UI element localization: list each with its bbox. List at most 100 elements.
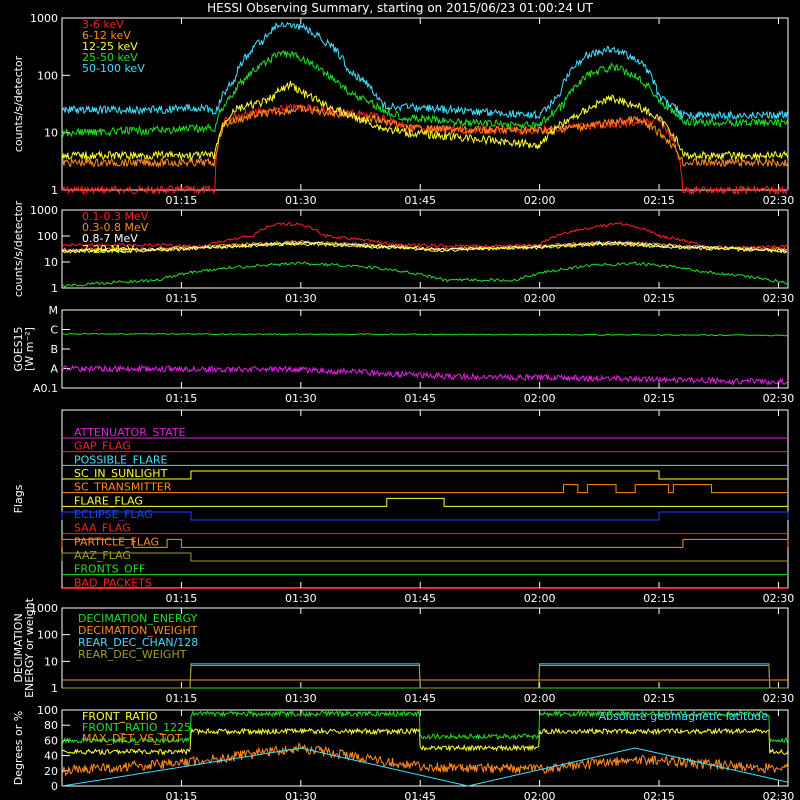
time-tick-label: 02:00 [524,790,556,800]
series-line [62,663,788,689]
time-tick-label: 02:15 [643,392,675,405]
time-tick-label: 01:30 [285,692,317,705]
legend-entry: 25-50 keV [82,51,138,64]
y-tick-label: B [50,343,58,356]
time-tick-label: 01:45 [404,194,436,207]
time-tick-label: 01:45 [404,392,436,405]
y-tick-label: 0 [51,780,58,793]
legend-entry: 0.1-0.3 MeV [82,210,149,223]
y-tick-label: 40 [44,750,58,763]
time-tick-label: 02:15 [643,194,675,207]
y-tick-label: C [50,324,58,337]
legend-entry: MAX_DET_VS_TOT [82,732,182,745]
time-tick-label: 01:15 [166,592,198,605]
y-tick-label: 60 [44,734,58,747]
ratios-panel: 01:15 01:30 01:45 02:00 02:15 02:30 Degrees or… [12,704,794,800]
y-tick-label: 1000 [30,204,58,217]
goes-frame [61,309,789,389]
gamma-frame [61,209,789,289]
series-line [61,747,789,787]
time-tick-label: 01:30 [285,292,317,305]
time-tick-label: 02:15 [643,692,675,705]
flag-label: BAD_PACKETS [74,576,152,589]
y-tick-label: 1 [51,282,58,295]
goes-ylabel: GOES15 [12,326,25,371]
flag-label: FRONTS_OFF [74,563,145,576]
legend-entry: REAR_DEC_CHAN/128 [78,636,198,649]
series-line [61,709,789,745]
time-tick-label: 01:45 [404,790,436,800]
gamma-panel: 01:15 01:30 01:45 02:00 02:15 02:30 counts/s/d… [12,200,794,305]
legend-entry: 0.8-7 MeV [82,232,138,245]
latitude-annotation: Absolute geomagnetic latitude [599,710,769,723]
lightcurves-panel: 01:15 01:30 01:45 02:00 02:15 02:30 counts/s/d… [12,12,794,207]
flag-line [62,484,788,494]
time-tick-label: 01:15 [166,392,198,405]
flag-label: FLARE_FLAG [74,494,143,507]
time-tick-label: 02:15 [643,790,675,800]
y-tick-label: 1000 [30,12,58,25]
legend-entry: 3-6 keV [82,18,124,31]
legend-entry: FRONT_RATIO_1225 [82,721,191,734]
flag-label: ECLIPSE_FLAG [74,508,153,521]
flag-label: ATTENUATOR_STATE [74,426,186,439]
y-tick-label: M [49,304,59,317]
time-tick-label: 01:15 [166,692,198,705]
flag-line [61,552,788,562]
y-tick-label: 10 [44,127,58,140]
legend-entry: FRONT_RATIO [82,710,158,723]
decimation-panel: 01:15 01:30 01:45 02:00 02:15 02:30 DECIMATION… [12,597,794,705]
y-tick-label: 10 [44,655,58,668]
y-tick-label: A0.1 [33,382,58,395]
ratios-ylabel: Degrees or % [12,711,25,785]
flag-line [61,538,789,548]
gamma-ylabel: counts/s/detector [12,200,25,297]
flag-label: SAA_FLAG [74,522,131,535]
series-line [61,726,789,756]
series-line [61,49,789,138]
legend-entry: 6-12 keV [82,29,131,42]
flag-label: SC_TRANSMITTER [74,481,172,494]
series-line [61,242,787,254]
time-tick-label: 02:00 [524,392,556,405]
figure-title: HESSI Observing Summary, starting on 201… [207,1,593,15]
time-tick-label: 01:15 [166,292,198,305]
time-tick-label: 02:30 [763,790,795,800]
time-tick-label: 01:30 [285,392,317,405]
goes-ylabel-2: [W m⁻²] [23,327,36,371]
time-tick-label: 02:00 [524,692,556,705]
y-tick-label: 100 [37,704,58,717]
time-tick-label: 01:45 [404,692,436,705]
y-tick-label: 100 [37,629,58,642]
series-line [61,80,789,162]
series-line [61,332,789,337]
flag-label: PARTICLE_FLAG [74,535,159,548]
time-tick-label: 02:15 [643,592,675,605]
series-line [62,665,788,689]
time-tick-label: 02:30 [763,392,795,405]
y-tick-label: 20 [44,765,58,778]
series-line [61,21,789,121]
time-tick-label: 02:30 [763,592,795,605]
legend-entry: DECIMATION_WEIGHT [78,624,198,637]
y-tick-label: 1 [51,682,58,695]
legend-entry: 12-25 keV [82,40,138,53]
goes-panel: 01:15 01:30 01:45 02:00 02:15 02:30 GOES15[W m… [12,304,794,405]
lightcurves-frame [61,17,789,191]
time-tick-label: 01:30 [285,790,317,800]
flag-label: GAP_FLAG [74,440,131,453]
flag-line [61,511,789,521]
decimation-ylabel-2: ENERGY or weight [23,597,36,697]
legend-entry: REAR_DEC_WEIGHT [78,648,187,661]
time-tick-label: 02:00 [524,592,556,605]
y-tick-label: 1 [51,184,58,197]
time-tick-label: 01:45 [404,592,436,605]
flags-panel: 01:15 01:30 01:45 02:00 02:15 02:30 Flags ATTEN… [12,409,795,605]
flag-line [62,497,788,507]
flag-label: SC_IN_SUNLIGHT [74,467,168,480]
time-tick-label: 01:30 [285,592,317,605]
time-tick-label: 02:30 [763,692,795,705]
flag-label: POSSIBLE_FLARE [74,453,168,466]
legend-entry: 7-20 MeV [82,243,135,256]
